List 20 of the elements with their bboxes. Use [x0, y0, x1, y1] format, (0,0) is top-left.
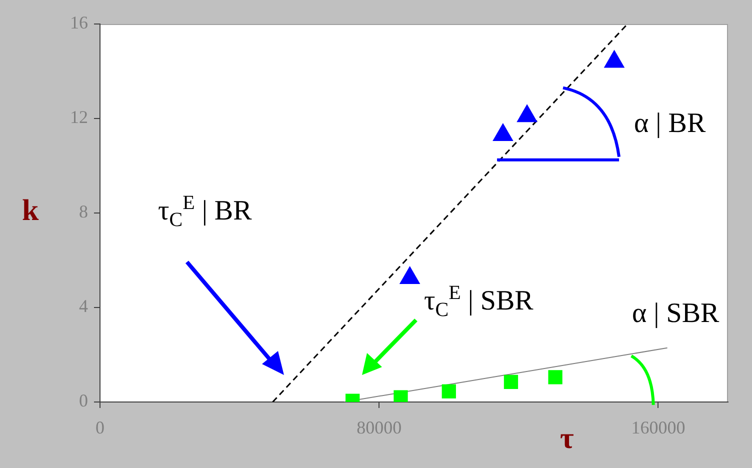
x-axis-title: τ	[560, 422, 574, 456]
annotation: α | BR	[634, 108, 706, 140]
y-tick-label: 4	[79, 296, 88, 316]
point	[504, 374, 518, 389]
point	[548, 370, 562, 384]
point	[442, 384, 456, 398]
annotation: τ$_{C}$$^{E}$ | BR	[158, 192, 252, 232]
y-tick-label: 12	[70, 107, 88, 128]
y-axis-title: k	[22, 194, 39, 228]
y-tick-label: 8	[79, 202, 88, 222]
y-tick-label: 16	[70, 12, 88, 33]
annotation: τ$_{C}$$^{E}$ | SBR	[424, 282, 534, 322]
annotation: α | SBR	[632, 298, 720, 330]
y-tick-label: 0	[79, 390, 88, 411]
x-tick-label: 160000	[631, 418, 686, 438]
x-tick-label: 80000	[356, 418, 402, 438]
point	[604, 50, 625, 68]
x-tick-label: 0	[96, 418, 104, 438]
point	[492, 123, 514, 142]
point	[516, 104, 538, 122]
